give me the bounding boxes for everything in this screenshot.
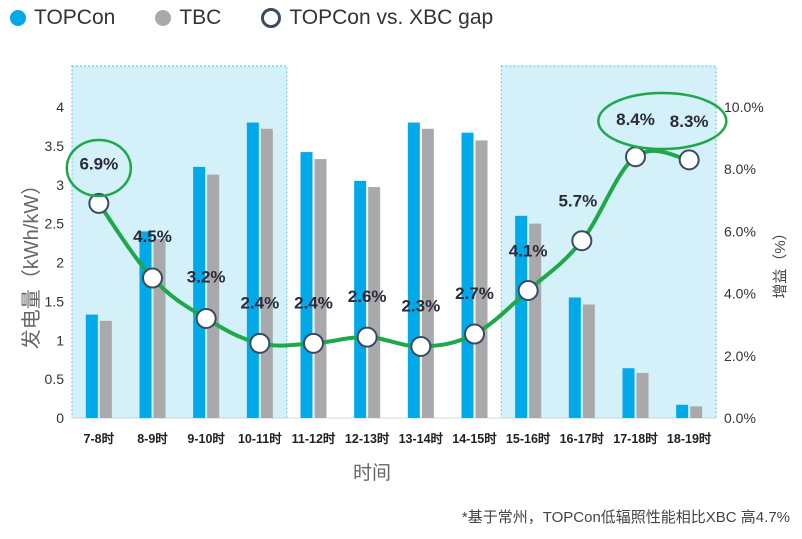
bar-topcon [407, 122, 420, 419]
bar-topcon [461, 132, 474, 418]
y-tick-label: 3 [56, 177, 64, 193]
gap-data-label: 8.4% [616, 110, 655, 129]
y2-tick-label: 10.0% [724, 99, 764, 115]
bar-tbc [207, 174, 220, 418]
y2-tick-label: 8.0% [724, 161, 756, 177]
bar-topcon [354, 180, 367, 418]
x-tick-label: 17-18时 [613, 431, 658, 446]
gap-data-label: 6.9% [79, 154, 118, 173]
y2-tick-label: 0.0% [724, 410, 756, 426]
highlight-circle-end [597, 91, 728, 151]
gap-data-label: 3.2% [187, 267, 226, 286]
gap-point-marker [88, 192, 110, 214]
gap-data-label: 5.7% [558, 192, 597, 211]
gap-point-marker [249, 332, 271, 354]
bar-topcon [515, 215, 528, 418]
gap-series-line [97, 149, 690, 349]
y2-tick-label: 4.0% [724, 286, 756, 302]
y-tick-label: 3.5 [45, 138, 65, 154]
gap-point-marker [678, 149, 700, 171]
bar-topcon [568, 297, 581, 418]
bar-tbc [529, 223, 542, 418]
gap-ring-icon [261, 8, 282, 28]
bar-topcon [85, 314, 98, 418]
gap-point-marker [625, 146, 646, 168]
bar-tbc [421, 128, 434, 418]
x-tick-label: 8-9时 [137, 431, 168, 446]
x-tick-label: 18-19时 [667, 431, 712, 446]
bar-tbc [636, 372, 649, 418]
legend-tbc-label: TBC [179, 6, 222, 29]
gap-point-marker [571, 230, 593, 252]
bar-tbc [153, 239, 166, 418]
bar-topcon [300, 152, 313, 418]
tbc-swatch-icon [155, 10, 172, 26]
gap-data-label: 2.3% [401, 296, 440, 315]
bar-topcon [246, 122, 259, 419]
bar-tbc [368, 187, 381, 418]
gap-point-marker [464, 323, 485, 345]
gap-point-marker [195, 307, 217, 329]
y-axis-title: 发电量（kWh/kW） [20, 175, 43, 349]
gap-point-marker [410, 335, 432, 357]
bar-tbc [475, 140, 488, 418]
legend-gap[interactable]: TOPCon vs. XBC gap [261, 6, 493, 30]
gap-data-label: 2.4% [240, 293, 279, 312]
gap-data-label: 4.5% [133, 227, 172, 246]
y-tick-label: 0 [56, 410, 64, 426]
bar-tbc [582, 304, 595, 418]
bar-topcon [139, 231, 152, 418]
gap-point-marker [356, 326, 378, 348]
x-tick-label: 14-15时 [452, 431, 497, 446]
highlight-circle-start [65, 138, 133, 198]
bar-tbc [99, 320, 112, 418]
bar-topcon [193, 166, 206, 418]
gap-data-label: 2.4% [294, 293, 333, 312]
bar-topcon [676, 404, 689, 418]
y2-tick-label: 6.0% [724, 223, 756, 239]
x-tick-label: 12-13时 [345, 431, 390, 446]
y-tick-label: 1.5 [45, 293, 65, 309]
gap-data-label: 4.1% [509, 241, 548, 260]
y-tick-label: 4 [56, 99, 64, 115]
x-tick-label: 13-14时 [399, 431, 444, 446]
gap-point-marker [303, 332, 324, 354]
y-tick-label: 2 [56, 255, 64, 271]
legend-topcon-label: TOPCon [34, 6, 116, 29]
gap-data-label: 2.6% [348, 287, 387, 306]
y-tick-label: 1 [56, 332, 64, 348]
bar-tbc [314, 159, 327, 418]
legend-gap-label: TOPCon vs. XBC gap [289, 6, 494, 29]
gap-data-label: 8.3% [670, 112, 709, 131]
y-tick-label: 2.5 [45, 216, 65, 232]
legend-tbc[interactable]: TBC [155, 6, 221, 30]
y2-axis-title: 增益（%） [772, 225, 789, 298]
gap-point-marker [142, 267, 163, 289]
x-tick-label: 9-10时 [187, 431, 225, 446]
bar-topcon [622, 368, 635, 418]
legend-topcon[interactable]: TOPCon [10, 6, 115, 30]
y2-tick-label: 2.0% [724, 348, 756, 364]
x-tick-label: 7-8时 [84, 431, 115, 446]
topcon-swatch-icon [10, 10, 26, 26]
legend: TOPCon TBC TOPCon vs. XBC gap [10, 6, 533, 30]
gap-data-label: 2.7% [455, 284, 494, 303]
bar-tbc [690, 406, 703, 418]
gap-point-marker [517, 279, 539, 301]
x-tick-label: 11-12时 [292, 431, 336, 446]
footnote: *基于常州，TOPCon低辐照性能相比XBC 高4.7% [461, 509, 790, 526]
bar-tbc [260, 128, 273, 418]
y-tick-label: 0.5 [45, 371, 65, 387]
x-tick-label: 15-16时 [506, 431, 551, 446]
x-axis-title: 时间 [353, 462, 391, 484]
x-tick-label: 10-11时 [238, 431, 282, 446]
x-tick-label: 16-17时 [560, 431, 605, 446]
